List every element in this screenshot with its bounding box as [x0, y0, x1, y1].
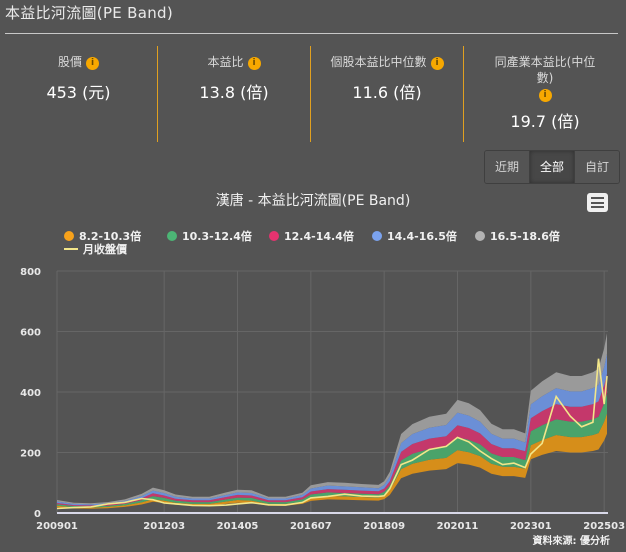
stat-value: 11.6 (倍): [352, 83, 422, 102]
legend-item-band5[interactable]: 16.5-18.6倍: [475, 228, 560, 244]
svg-text:200: 200: [20, 449, 41, 460]
svg-text:201809: 201809: [363, 521, 405, 532]
stat-label-line2: 數): [536, 71, 554, 85]
svg-text:201203: 201203: [143, 521, 185, 532]
page-title: 本益比河流圖(PE Band): [5, 4, 174, 22]
info-icon[interactable]: i: [430, 57, 444, 70]
stat-divider: [157, 46, 158, 142]
legend-dot-icon: [475, 231, 485, 241]
pe-band-4: [57, 353, 607, 506]
chart-title: 漢唐 - 本益比河流圖(PE Band): [215, 193, 411, 209]
stat-label: 股價: [57, 55, 82, 69]
stat-industry-pe-median: 同產業本益比(中位 數) i 19.7 (倍): [464, 46, 626, 142]
title-divider: [5, 33, 618, 34]
legend-dot-icon: [269, 231, 279, 241]
pe-band-3: [57, 373, 607, 507]
stat-label: 本益比: [207, 55, 244, 69]
range-custom-button[interactable]: 自訂: [575, 151, 619, 183]
stat-value: 453 (元): [46, 83, 111, 102]
svg-text:202503: 202503: [583, 521, 625, 532]
info-icon[interactable]: i: [538, 89, 552, 102]
svg-text:200901: 200901: [36, 521, 78, 532]
pe-band-2: [57, 393, 607, 508]
info-icon[interactable]: i: [247, 57, 261, 70]
chart-grid: [56, 270, 608, 513]
pe-bands: [57, 333, 607, 509]
legend-item-price[interactable]: 月收盤價: [64, 241, 127, 257]
info-icon[interactable]: i: [86, 57, 99, 70]
stat-pe-ratio: 本益比 i 13.8 (倍): [158, 46, 310, 142]
svg-text:600: 600: [20, 328, 41, 339]
legend-dot-icon: [167, 231, 177, 241]
stat-divider: [463, 46, 464, 142]
stats-panel: 股價 i 453 (元) 本益比 i 13.8 (倍) 個股本益比中位數 i 11.6…: [0, 46, 626, 142]
legend-item-band2[interactable]: 10.3-12.4倍: [167, 228, 252, 244]
stat-divider: [310, 46, 311, 142]
stat-pe-median: 個股本益比中位數 i 11.6 (倍): [311, 46, 463, 142]
range-all-button[interactable]: 全部: [530, 151, 575, 183]
svg-text:201405: 201405: [217, 521, 259, 532]
stat-label-line1: 同產業本益比(中位: [494, 55, 596, 69]
legend-item-band4[interactable]: 14.4-16.5倍: [372, 228, 457, 244]
stat-label: 個股本益比中位數: [330, 55, 427, 69]
svg-text:400: 400: [20, 388, 41, 399]
legend-dot-icon: [372, 231, 382, 241]
stat-stock-price: 股價 i 453 (元): [0, 46, 157, 142]
stat-value: 19.7 (倍): [510, 112, 580, 131]
pe-band-5: [57, 333, 607, 505]
svg-text:202011: 202011: [437, 521, 479, 532]
pe-band-1: [57, 413, 607, 509]
legend-line-icon: [64, 248, 78, 250]
legend-item-band1[interactable]: 8.2-10.3倍: [64, 228, 141, 244]
svg-text:202301: 202301: [510, 521, 552, 532]
data-source-credit: 資料來源: 優分析: [532, 536, 610, 547]
svg-text:201607: 201607: [290, 521, 332, 532]
range-selector: 近期 全部 自訂: [484, 150, 620, 184]
price-line: [56, 358, 608, 510]
stat-value: 13.8 (倍): [199, 83, 269, 102]
range-recent-button[interactable]: 近期: [485, 151, 530, 183]
legend-item-band3[interactable]: 12.4-14.4倍: [269, 228, 354, 244]
hamburger-menu-icon[interactable]: [587, 193, 608, 212]
svg-text:800: 800: [20, 267, 41, 278]
axis-labels: 0 200 400 600 800 200901 201203 201405 201607 201…: [20, 267, 625, 532]
svg-text:0: 0: [34, 509, 41, 520]
legend-dot-icon: [64, 231, 74, 241]
